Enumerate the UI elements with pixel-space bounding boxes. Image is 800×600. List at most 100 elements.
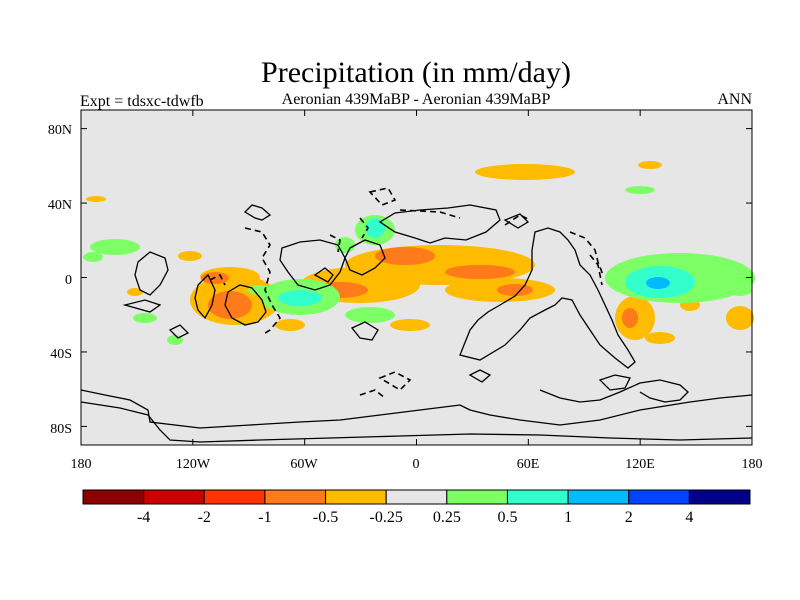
dashed-outline [209, 273, 226, 286]
coastline [459, 227, 636, 369]
dashed-outline [359, 389, 386, 399]
lat-tick-label: 40N [48, 198, 72, 213]
contour-region [83, 252, 103, 262]
coastlines [80, 204, 753, 443]
coastline [224, 284, 267, 326]
contour-region [645, 332, 675, 344]
coastline [350, 321, 379, 341]
lon-tick-label: 120E [625, 457, 655, 472]
lon-tick-label: 180 [742, 457, 763, 472]
colorbar-box [688, 489, 751, 505]
colorbar-box [385, 489, 448, 505]
colorbar-label: -0.25 [370, 509, 403, 526]
dashed-outline [569, 231, 604, 276]
dashed-outline [399, 209, 461, 219]
blue-regions [646, 277, 670, 289]
dashed-outline [378, 371, 412, 392]
colorbar-box [203, 489, 266, 505]
dashed-outlines [209, 187, 604, 399]
precip-contours [83, 161, 755, 345]
contour-region [638, 161, 662, 169]
colorbar-box [264, 489, 327, 505]
colorbar [82, 489, 751, 505]
colorbar-label: -2 [198, 509, 211, 526]
right-subtitle: ANN [717, 91, 752, 108]
coastline [539, 379, 689, 403]
contour-region [728, 284, 752, 296]
colorbar-label: -4 [137, 509, 150, 526]
contour-region [278, 290, 322, 306]
colorbar-label: 0.5 [497, 509, 517, 526]
contour-region [248, 285, 272, 295]
lon-tick-label: 120W [176, 457, 211, 472]
colorbar-label: -0.5 [313, 509, 338, 526]
coastline [344, 239, 386, 276]
contour-region [86, 196, 106, 202]
colorbar-box [325, 489, 387, 505]
contour-region [375, 247, 435, 265]
left-subtitle: Expt = tdsxc-tdwfb [80, 93, 204, 110]
axis-ticks [80, 110, 753, 445]
contour-region [622, 308, 638, 328]
lat-tick-label: 80S [50, 422, 72, 437]
contour-region [345, 307, 395, 323]
dashed-outline [504, 214, 531, 226]
coastline [168, 324, 190, 339]
colorbar-label: -1 [258, 509, 271, 526]
lat-tick-label: 80N [48, 123, 72, 138]
coastline [279, 239, 346, 291]
dashed-outline [329, 234, 341, 253]
colorbar-box [446, 489, 508, 505]
contour-region [726, 306, 754, 330]
lat-tick-labels: 80N 40N 0 40S 80S [48, 123, 72, 437]
lon-tick-label: 180 [71, 457, 92, 472]
contour-region [127, 288, 143, 296]
coastline [80, 389, 753, 429]
colorbar-label: 4 [685, 509, 693, 526]
contour-region [90, 239, 140, 255]
colorbar-label: 2 [625, 509, 633, 526]
colorbar-labels: -4 -2 -1 -0.5 -0.25 0.25 0.5 1 2 4 [137, 509, 693, 526]
lon-tick-label: 60W [290, 457, 318, 472]
contour-region [178, 251, 202, 261]
contour-region [133, 313, 157, 323]
colorbar-box [628, 489, 690, 505]
contour-region [208, 291, 252, 319]
contour-region [475, 164, 575, 180]
contour-region [646, 277, 670, 289]
coastline [598, 374, 631, 391]
coastline [468, 369, 492, 383]
contour-region [445, 265, 515, 279]
dashed-outline [244, 227, 281, 336]
coastline [243, 204, 272, 221]
lat-tick-label: 40S [50, 347, 72, 362]
plot-title: Precipitation (in mm/day) [261, 56, 571, 89]
contour-region [390, 319, 430, 331]
colorbar-box [506, 489, 569, 505]
coastline [194, 273, 216, 320]
center-subtitle: Aeronian 439MaBP - Aeronian 439MaBP [282, 91, 551, 108]
dashed-outline [359, 217, 369, 239]
lat-tick-label: 0 [65, 273, 72, 288]
colorbar-box [82, 489, 145, 505]
contour-region [625, 186, 655, 194]
coastline [122, 299, 162, 313]
lon-tick-labels: 180 120W 60W 0 60E 120E 180 [71, 457, 763, 472]
contour-region [497, 284, 533, 296]
colorbar-box [143, 489, 205, 505]
colorbar-label: 1 [564, 509, 572, 526]
lon-tick-label: 60E [517, 457, 540, 472]
lon-tick-label: 0 [413, 457, 420, 472]
colorbar-box [567, 489, 630, 505]
coastline [134, 251, 169, 296]
colorbar-label: 0.25 [433, 509, 461, 526]
contour-region [275, 319, 305, 331]
dashed-outline [368, 187, 397, 206]
coastline [503, 213, 530, 229]
coastline [313, 267, 334, 283]
contour-region [365, 218, 385, 238]
map-panel [80, 109, 755, 446]
dashed-outline [589, 254, 603, 286]
coastline [80, 401, 753, 443]
